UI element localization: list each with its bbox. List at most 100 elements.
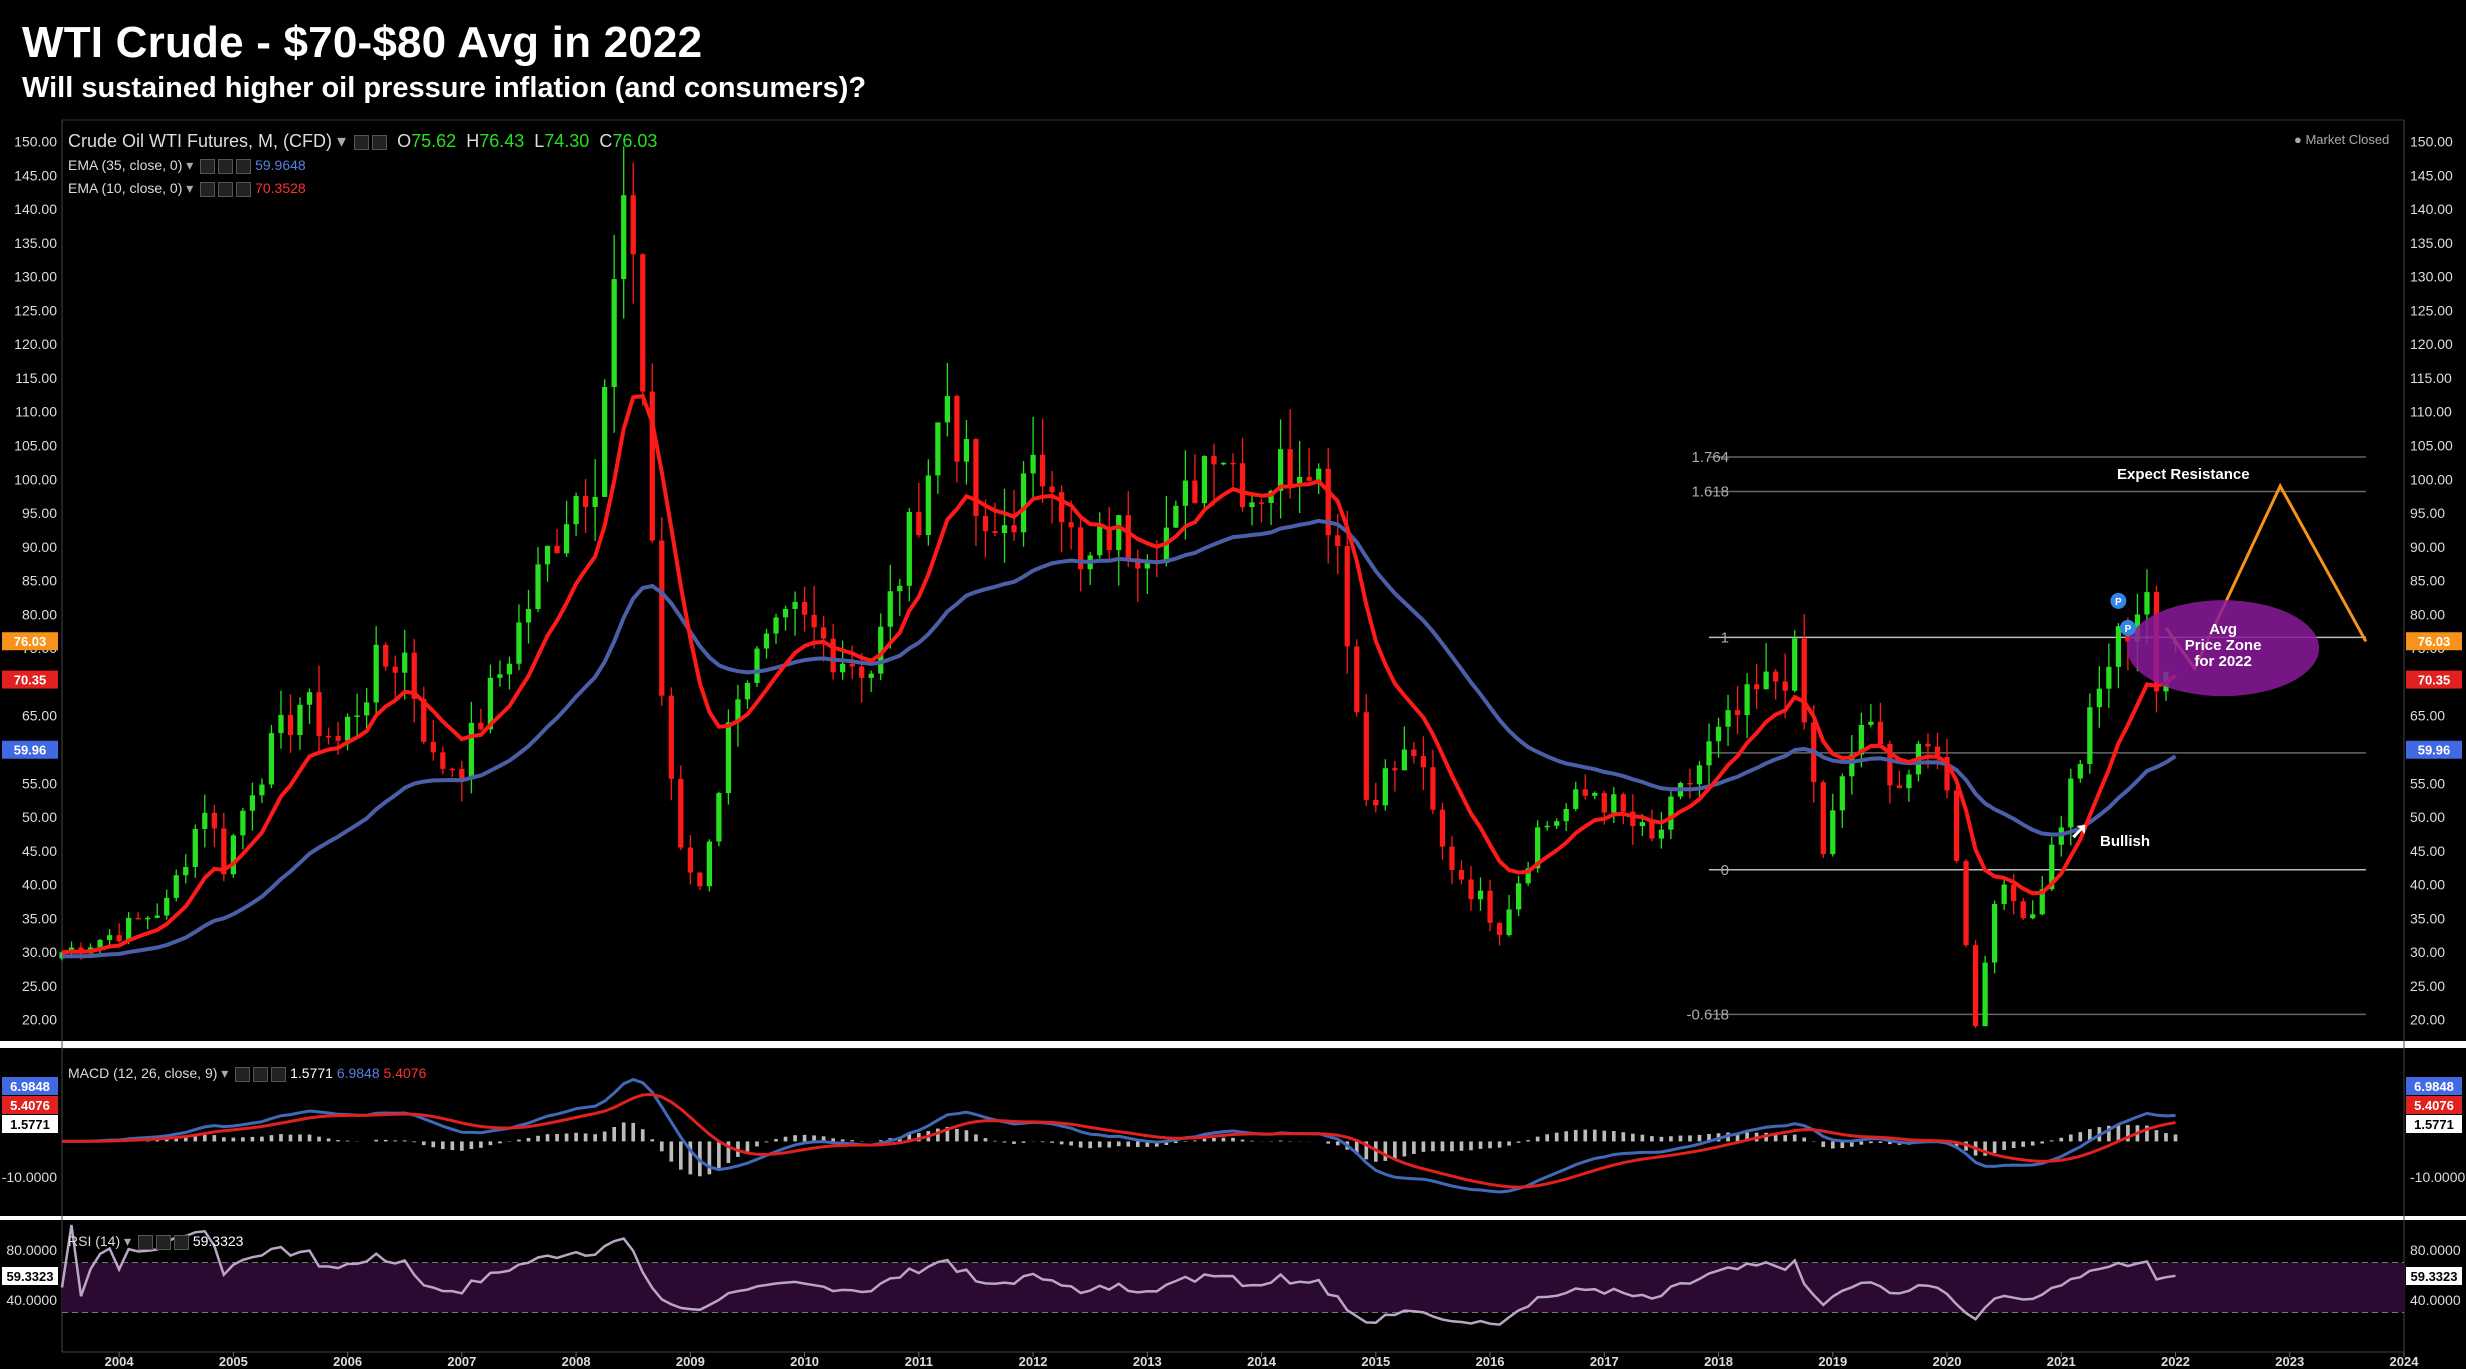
- rsi-label[interactable]: RSI (14): [68, 1233, 121, 1249]
- candle-body: [592, 496, 598, 507]
- candle-body: [1487, 890, 1493, 923]
- candle-body: [535, 564, 541, 610]
- ema10-dropdown-icon[interactable]: ▾: [186, 180, 194, 196]
- candle-body: [1763, 671, 1769, 690]
- candle-body: [459, 768, 465, 780]
- close-icon[interactable]: [271, 1066, 287, 1082]
- candle-body: [1344, 546, 1350, 647]
- candle-body: [1411, 749, 1417, 757]
- eye-icon[interactable]: [137, 1234, 153, 1250]
- price-badge: [2406, 670, 2462, 689]
- bullish-label: Bullish: [2100, 833, 2151, 850]
- fib-level-label: 1.764: [1691, 449, 1729, 466]
- candle-body: [1297, 476, 1303, 487]
- eye-icon[interactable]: [200, 181, 216, 197]
- settings-icon[interactable]: [253, 1066, 269, 1082]
- candle-body: [249, 795, 256, 811]
- candle-body: [221, 828, 227, 875]
- rsi-legend[interactable]: RSI (14) ▾ 59.3323: [68, 1233, 243, 1250]
- eye-icon[interactable]: [354, 134, 370, 150]
- settings-icon[interactable]: [218, 158, 234, 174]
- candle-body: [1363, 712, 1369, 800]
- candle-body: [354, 715, 360, 717]
- candle-body: [1849, 754, 1855, 777]
- price-badge: [2406, 632, 2462, 651]
- candle-body: [106, 935, 113, 940]
- price-tick-right: 115.00: [2410, 370, 2452, 386]
- candle-body: [2087, 707, 2093, 765]
- candle-body: [916, 512, 922, 536]
- close-icon[interactable]: [236, 158, 252, 174]
- eye-icon[interactable]: [235, 1066, 251, 1082]
- price-tick-right: 95.00: [2410, 505, 2445, 521]
- price-tick-left: 30.00: [22, 944, 57, 960]
- time-tick-label: 2019: [1818, 1354, 1847, 1369]
- price-tick-left: 105.00: [14, 438, 57, 454]
- fib-level-label: 0: [1721, 862, 1729, 879]
- rsi-dropdown-icon[interactable]: ▾: [124, 1233, 132, 1249]
- candle-body: [1706, 741, 1712, 766]
- candle-body: [487, 677, 494, 730]
- candle-body: [392, 666, 398, 673]
- candle-body: [287, 714, 294, 735]
- symbol-legend[interactable]: Crude Oil WTI Futures, M, (CFD) ▾ O75.62…: [68, 131, 657, 152]
- candle-body: [1373, 799, 1379, 806]
- candle-body: [1753, 684, 1760, 690]
- candle-body: [1525, 868, 1531, 884]
- candle-body: [1011, 525, 1017, 533]
- candle-body: [773, 617, 779, 634]
- candle-body: [554, 545, 560, 554]
- candle-body: [164, 897, 170, 916]
- candle-body: [849, 663, 855, 667]
- macd-legend[interactable]: MACD (12, 26, close, 9) ▾ 1.5771 6.9848 …: [68, 1065, 426, 1082]
- price-tick-left: 95.00: [22, 505, 57, 521]
- close-icon[interactable]: [236, 181, 252, 197]
- candle-body: [506, 663, 513, 675]
- ema35-value: 59.9648: [255, 157, 306, 173]
- macd-label[interactable]: MACD (12, 26, close, 9): [68, 1065, 218, 1081]
- macd-dropdown-icon[interactable]: ▾: [221, 1065, 229, 1081]
- symbol-name[interactable]: Crude Oil WTI Futures, M, (CFD): [68, 131, 333, 151]
- candle-body: [935, 422, 941, 476]
- candle-body: [1496, 922, 1503, 936]
- price-tick-right: 105.00: [2410, 438, 2453, 454]
- fib-level-label: -0.618: [1686, 1006, 1729, 1023]
- price-tick-right: 20.00: [2410, 1012, 2445, 1028]
- candle-body: [1039, 454, 1046, 487]
- grid-layer: [0, 119, 2466, 1353]
- candle-body: [1097, 526, 1103, 556]
- macd-badge-label: 5.4076: [10, 1098, 50, 1113]
- avg-price-zone-oval: [2127, 600, 2320, 697]
- close-icon[interactable]: [173, 1234, 189, 1250]
- candle-body: [2106, 666, 2112, 689]
- time-tick-label: 2012: [1019, 1354, 1048, 1369]
- price-badge-label: 70.35: [14, 673, 47, 688]
- candle-body: [830, 638, 836, 673]
- time-tick-label: 2014: [1247, 1354, 1277, 1369]
- candle-body: [1820, 782, 1826, 855]
- ema35-legend[interactable]: EMA (35, close, 0) ▾ 59.9648: [68, 157, 306, 174]
- ema35-dropdown-icon[interactable]: ▾: [186, 157, 194, 173]
- candle-body: [2144, 592, 2150, 615]
- price-tick-right: 145.00: [2410, 167, 2453, 183]
- symbol-dropdown-icon[interactable]: ▾: [337, 131, 347, 151]
- ohlc-low: 74.30: [544, 131, 590, 151]
- settings-icon[interactable]: [372, 134, 388, 150]
- price-tick-left: 135.00: [14, 235, 57, 251]
- settings-icon[interactable]: [155, 1234, 171, 1250]
- candle-body: [2096, 688, 2102, 708]
- settings-icon[interactable]: [218, 181, 234, 197]
- ema10-label[interactable]: EMA (10, close, 0): [68, 180, 183, 196]
- candle-body: [725, 722, 732, 794]
- eye-icon[interactable]: [200, 158, 216, 174]
- candle-body: [801, 601, 808, 615]
- candle-body: [230, 835, 236, 875]
- price-tick-right: 85.00: [2410, 573, 2445, 589]
- candle-body: [468, 722, 474, 780]
- ohlc-close: 76.03: [612, 131, 658, 151]
- rsi-badge-label: 59.3323: [7, 1269, 54, 1284]
- ema35-label[interactable]: EMA (35, close, 0): [68, 157, 183, 173]
- ema10-legend[interactable]: EMA (10, close, 0) ▾ 70.3528: [68, 180, 306, 197]
- avg-price-zone-label: for 2022: [2194, 653, 2252, 670]
- price-tick-right: 125.00: [2410, 302, 2453, 318]
